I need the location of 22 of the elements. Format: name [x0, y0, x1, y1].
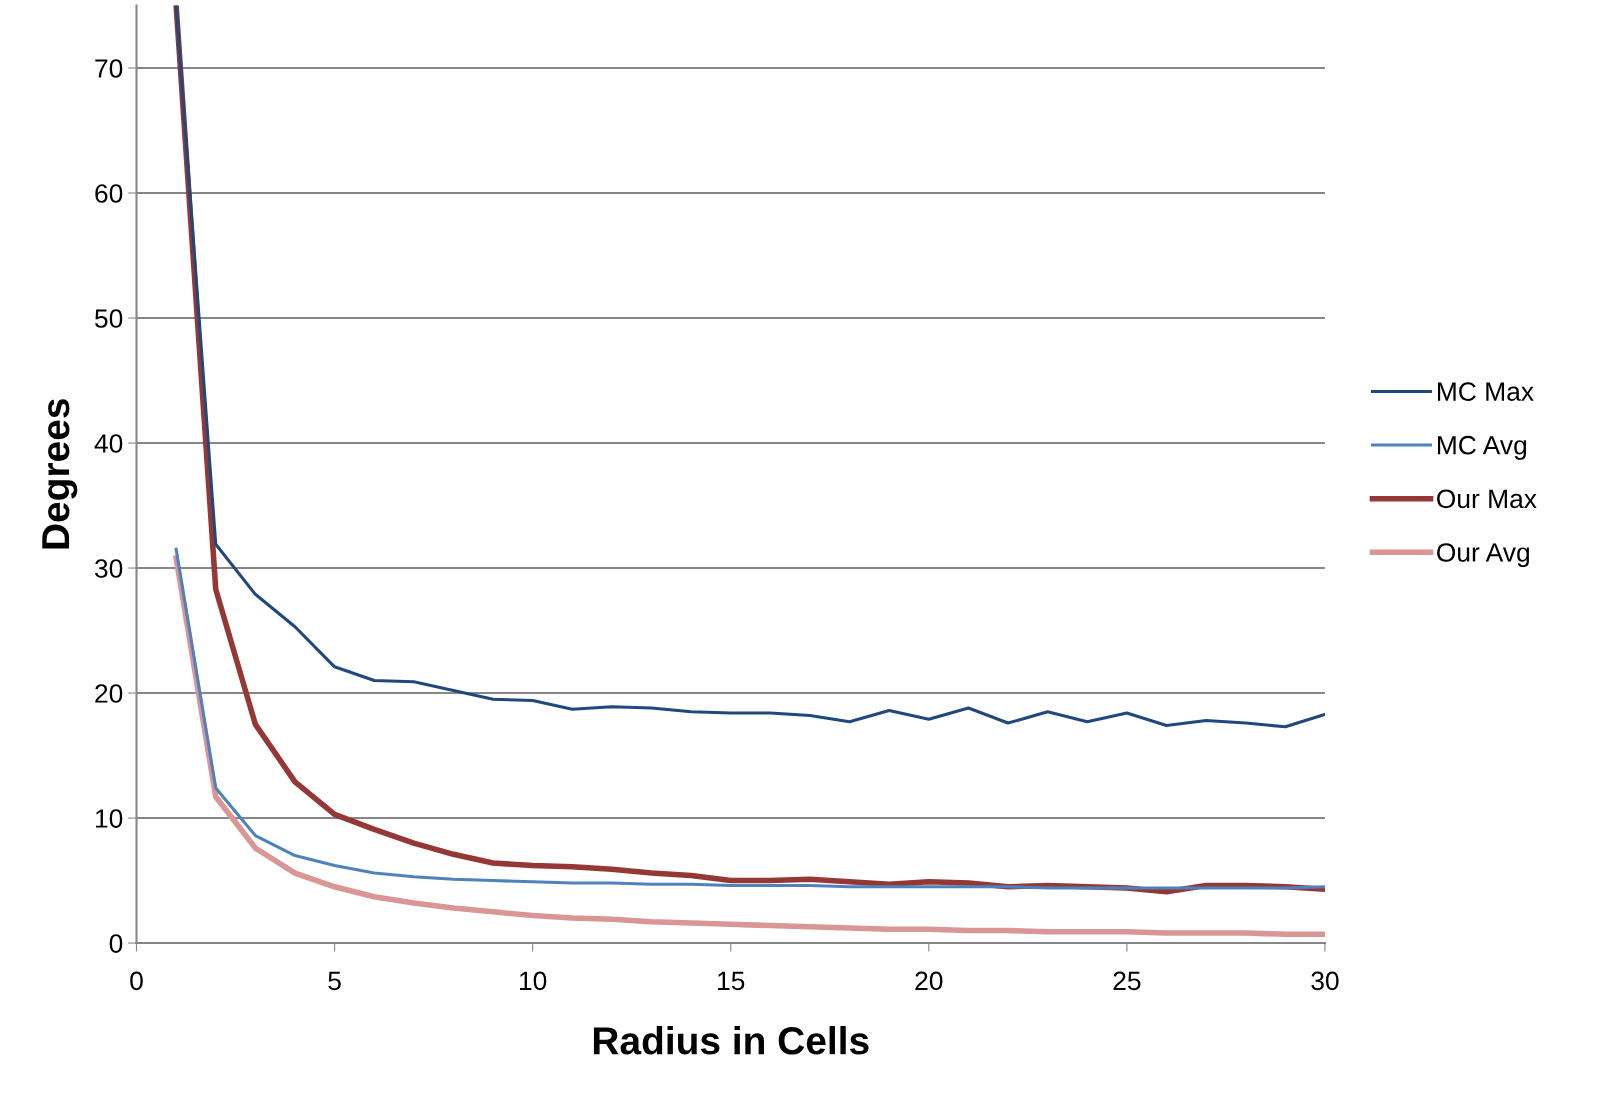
y-tick-label: 60 [95, 184, 123, 203]
y-tick-label: 10 [95, 809, 123, 828]
x-tick-label: 25 [1113, 971, 1141, 991]
x-tick-label: 20 [915, 971, 943, 991]
y-tick-label: 20 [95, 684, 123, 703]
x-tick-label: 0 [130, 971, 143, 991]
x-tick-label: 5 [328, 971, 341, 991]
x-tick-label: 30 [1311, 971, 1339, 991]
y-tick-label: 0 [109, 934, 123, 953]
line-series [174, 5, 1325, 729]
y-tick-label: 70 [95, 59, 123, 78]
x-tick-label: 10 [519, 971, 547, 991]
legend-label: MC Avg [1437, 435, 1527, 460]
y-tick-label: 50 [95, 309, 123, 328]
y-tick-label: 40 [94, 434, 123, 453]
y-axis-title: Degrees [42, 399, 78, 549]
x-tick-label: 15 [718, 971, 745, 991]
legend-label: Our Avg [1437, 543, 1529, 568]
legend-label: Our Max [1437, 489, 1537, 509]
y-tick-label: 30 [94, 559, 123, 578]
legend-label: MC Max [1437, 382, 1534, 401]
x-axis-title: Radius in Cells [593, 1026, 869, 1055]
